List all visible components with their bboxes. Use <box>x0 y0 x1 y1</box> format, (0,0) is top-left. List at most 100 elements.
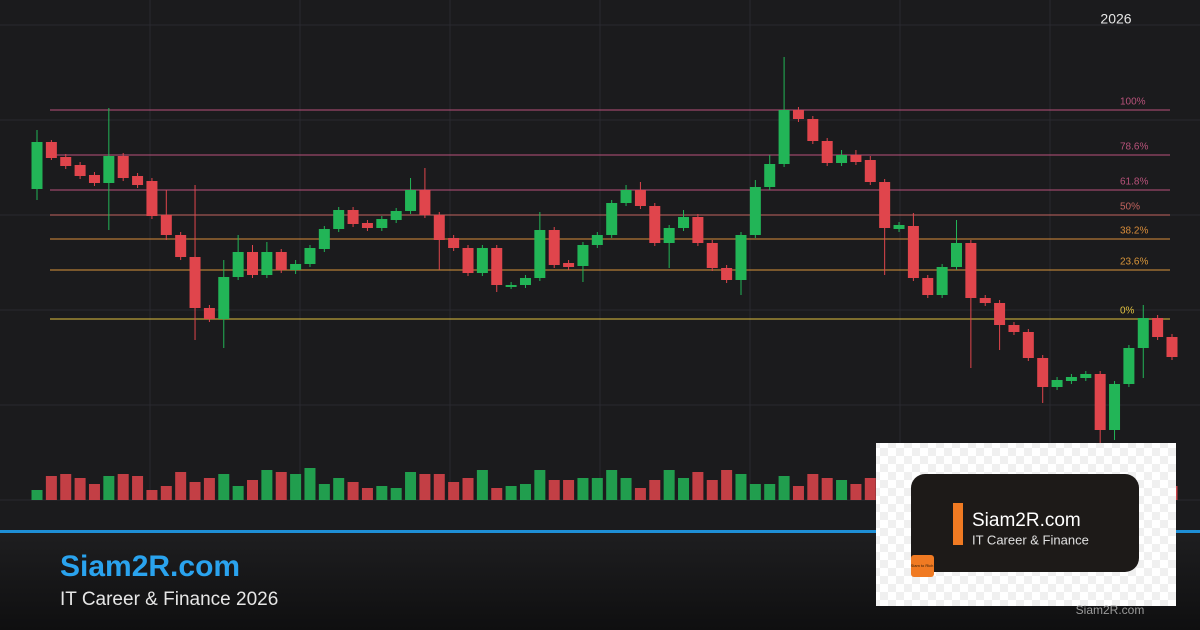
volume-bar <box>678 478 690 500</box>
candle-body <box>361 223 373 228</box>
site-name: Siam2R.com <box>60 550 240 583</box>
candle-body <box>189 257 201 308</box>
fib-label: 61.8% <box>1120 177 1148 188</box>
volume-bar <box>218 474 230 500</box>
volume-bar <box>591 478 603 500</box>
candle-body <box>994 303 1006 325</box>
candle-body <box>433 215 445 240</box>
candle-body <box>936 267 948 295</box>
candle-body <box>893 225 905 229</box>
candle-body <box>721 268 733 280</box>
candle-body <box>203 308 215 319</box>
icon-text: Siam to Rich <box>911 563 934 568</box>
divider <box>0 530 1200 533</box>
volume-bar <box>577 478 589 500</box>
fib-label: 50% <box>1120 202 1140 213</box>
candle-body <box>577 245 589 266</box>
candle-body <box>218 277 230 319</box>
candle-body <box>692 217 704 243</box>
candle-body <box>663 228 675 243</box>
candle-body <box>304 248 316 264</box>
candle-body <box>922 278 934 295</box>
volume-bar <box>203 478 215 500</box>
card-panel <box>911 474 1139 572</box>
volume-bar <box>778 476 790 500</box>
candle-body <box>749 187 761 235</box>
candle-body <box>103 156 115 183</box>
candle-body <box>836 155 848 163</box>
candle-body <box>907 226 919 278</box>
fib-label: 38.2% <box>1120 226 1148 237</box>
candle-body <box>60 157 72 166</box>
volume-bar <box>333 478 345 500</box>
volume-bar <box>735 474 747 500</box>
volume-bar <box>232 486 244 500</box>
candle-body <box>232 252 244 277</box>
fib-label: 100% <box>1120 97 1146 108</box>
volume-bar <box>160 486 172 500</box>
candle-body <box>390 211 402 220</box>
candle-body <box>1022 332 1034 358</box>
candle-body <box>519 278 531 285</box>
candle-body <box>548 230 560 265</box>
candle-body <box>462 248 474 273</box>
watermark: Siam2R.com <box>1076 603 1145 617</box>
volume-bar <box>606 470 618 500</box>
candle-body <box>1109 384 1121 430</box>
candle-body <box>376 219 388 228</box>
candle-body <box>132 176 144 185</box>
volume-bar <box>103 476 115 500</box>
volume-bar <box>663 470 675 500</box>
candle-body <box>807 119 819 141</box>
volume-bar <box>189 482 201 500</box>
volume-bar <box>405 472 417 500</box>
candle-body <box>879 182 891 228</box>
candle-body <box>175 235 187 257</box>
candle-body <box>405 190 417 211</box>
candle-body <box>505 285 517 287</box>
candle-body <box>347 210 359 224</box>
candle-body <box>1137 318 1149 348</box>
volume-bar <box>146 490 158 500</box>
candle-body <box>764 164 776 187</box>
candle-body <box>275 252 287 270</box>
volume-bar <box>275 472 287 500</box>
candle-body <box>563 263 575 267</box>
volume-bar <box>347 482 359 500</box>
candle-body <box>1008 325 1020 332</box>
volume-bar <box>318 484 330 500</box>
candle-body <box>160 215 172 235</box>
volume-bar <box>836 480 848 500</box>
candle-body <box>261 252 273 275</box>
candle-body <box>448 238 460 248</box>
candle-body <box>333 210 345 229</box>
card-title: Siam2R.com <box>972 510 1081 531</box>
volume-bar <box>634 488 646 500</box>
fib-label: 23.6% <box>1120 257 1148 268</box>
candle-body <box>1094 374 1106 430</box>
candle-body <box>318 229 330 249</box>
volume-bar <box>45 476 57 500</box>
candle-body <box>850 155 862 162</box>
candle-body <box>1152 318 1164 337</box>
volume-bar <box>620 478 632 500</box>
candle-body <box>491 248 503 285</box>
candle-body <box>1080 374 1092 378</box>
volume-bar <box>261 470 273 500</box>
candle-body <box>792 110 804 119</box>
volume-bar <box>491 488 503 500</box>
candle-body <box>864 160 876 182</box>
candle-body <box>1065 377 1077 381</box>
candle-body <box>1051 380 1063 387</box>
candle-body <box>1166 337 1178 357</box>
volume-bar <box>821 478 833 500</box>
candle-body <box>45 142 57 158</box>
candle-body <box>74 165 86 176</box>
candle-body <box>247 252 259 275</box>
volume-bar <box>390 488 402 500</box>
time-label: 2026 <box>1100 11 1131 27</box>
candle-body <box>778 110 790 164</box>
volume-bar <box>74 478 86 500</box>
